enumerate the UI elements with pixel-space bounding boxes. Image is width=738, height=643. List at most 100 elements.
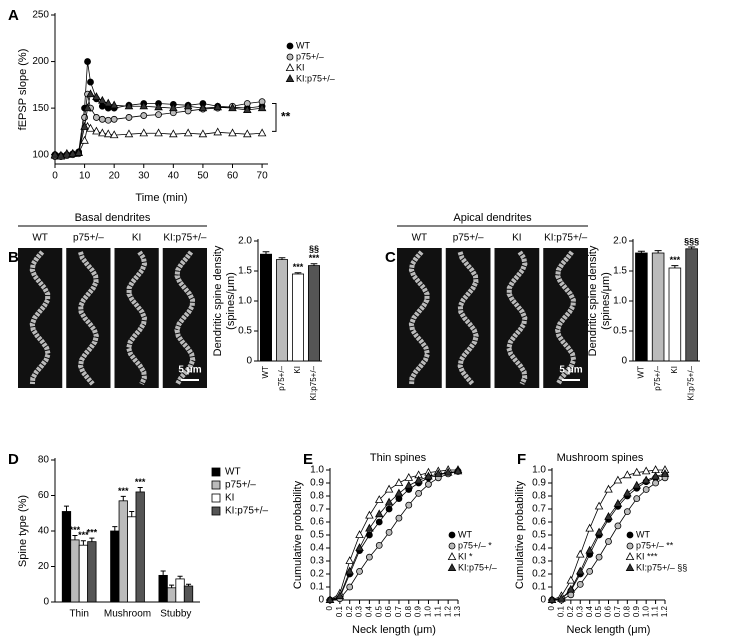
legend-label: p75+/– ** xyxy=(636,540,674,550)
image-label: p75+/– xyxy=(73,233,104,244)
chart-title: Mushroom spines xyxy=(557,452,644,464)
marker xyxy=(183,128,193,137)
marker xyxy=(124,101,134,110)
marker xyxy=(355,543,364,551)
x-tick-label: 0.6 xyxy=(384,605,393,617)
significance: *** xyxy=(670,255,681,265)
marker xyxy=(243,129,252,138)
marker xyxy=(84,58,91,65)
bar xyxy=(259,253,272,362)
y-tick-label: 0.2 xyxy=(310,569,324,580)
y-tick-label: 40 xyxy=(38,526,50,537)
y-tick-label: 60 xyxy=(38,490,50,501)
marker xyxy=(414,475,423,484)
x-tick-label: 0.9 xyxy=(414,605,423,617)
legend-label: KI:p75+/– xyxy=(458,562,497,572)
x-tick-label: KI:p75+/– xyxy=(687,365,696,400)
error-bar xyxy=(160,570,166,576)
marker xyxy=(404,480,414,489)
dendrite xyxy=(77,251,99,386)
micrograph xyxy=(397,248,442,388)
y-tick-label: 1.0 xyxy=(613,296,627,307)
marker xyxy=(623,488,632,497)
marker xyxy=(566,584,576,593)
marker xyxy=(68,148,78,157)
marker xyxy=(62,148,72,157)
marker xyxy=(623,508,631,516)
marker xyxy=(198,129,208,138)
marker xyxy=(575,566,585,575)
x-tick-label: 50 xyxy=(197,171,209,182)
y-tick-label: 0 xyxy=(621,356,627,367)
image-label: p75+/– xyxy=(453,233,484,244)
error-bar xyxy=(169,584,175,588)
marker xyxy=(103,129,113,138)
significance: *** xyxy=(135,477,146,487)
legend-swatch xyxy=(211,506,221,516)
marker xyxy=(110,115,118,123)
series-line xyxy=(329,470,459,601)
marker xyxy=(92,92,101,100)
chart-title: Thin spines xyxy=(370,452,427,464)
significance: *** xyxy=(293,262,304,272)
marker xyxy=(586,568,594,575)
error-bar xyxy=(137,487,143,492)
marker xyxy=(169,103,178,112)
legend-marker xyxy=(448,542,456,550)
x-tick-label: 0 xyxy=(325,605,334,610)
x-tick-label: 0.3 xyxy=(355,605,364,617)
significance: §§ xyxy=(309,244,319,254)
error-bar xyxy=(688,246,696,249)
legend-marker xyxy=(625,552,635,560)
y-tick-label: 1.0 xyxy=(310,465,324,476)
bar xyxy=(87,541,97,603)
marker xyxy=(87,78,94,86)
y-axis-label: Cumulative probability xyxy=(514,480,526,589)
x-axis-label: Neck length (μm) xyxy=(352,624,436,636)
legend-label: KI * xyxy=(458,551,473,561)
legend-marker xyxy=(285,63,295,71)
legend-marker xyxy=(286,42,294,50)
error-bar xyxy=(185,583,192,587)
bar xyxy=(275,259,288,362)
legend-marker xyxy=(447,563,457,571)
marker xyxy=(547,595,557,603)
y-tick-label: 0.8 xyxy=(310,491,324,502)
y-tick-label: 1.0 xyxy=(532,465,546,476)
bar xyxy=(651,252,665,362)
y-tick-label: 0.1 xyxy=(310,582,324,593)
x-tick-label: 0.4 xyxy=(364,605,373,617)
legend-swatch xyxy=(211,467,221,477)
legend-marker xyxy=(447,552,457,560)
marker xyxy=(74,147,83,156)
y-tick-label: 0.5 xyxy=(238,326,252,337)
marker xyxy=(154,102,163,111)
x-tick-label: 0.8 xyxy=(622,605,631,617)
y-tick-label: 0.7 xyxy=(532,504,546,515)
marker xyxy=(124,129,134,138)
marker xyxy=(395,495,403,503)
y-tick-label: 0.8 xyxy=(532,491,546,502)
marker xyxy=(257,128,267,137)
x-tick-label: 0.2 xyxy=(566,605,575,617)
bar xyxy=(307,265,320,362)
y-axis-label: Dendritic spine density(spines/μm) xyxy=(212,245,237,356)
y-tick-label: 0.5 xyxy=(613,326,627,337)
x-tick-label: 0.4 xyxy=(585,605,594,617)
y-tick-label: 200 xyxy=(32,56,49,67)
marker xyxy=(384,484,394,493)
marker xyxy=(346,583,354,591)
legend-label: KI xyxy=(296,62,305,72)
x-tick-label: 0.1 xyxy=(335,605,344,617)
x-tick-label: 1.2 xyxy=(443,605,452,617)
marker xyxy=(651,471,660,480)
bracket xyxy=(272,102,277,132)
error-bar xyxy=(129,510,135,517)
marker xyxy=(632,480,642,489)
micrograph xyxy=(66,248,111,388)
marker xyxy=(80,121,89,130)
marker xyxy=(642,486,650,493)
bar xyxy=(291,273,304,362)
marker xyxy=(92,126,101,135)
